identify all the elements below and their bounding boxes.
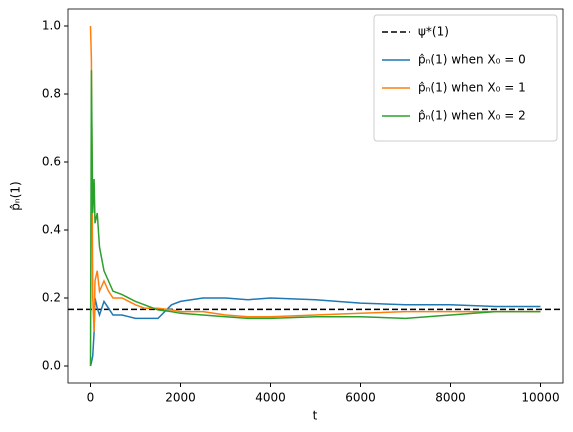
y-axis-label: p̂ₙ(1) [9,181,23,210]
y-tick-label: 0.2 [42,291,61,305]
x-tick-label: 2000 [165,391,196,405]
y-tick-label: 1.0 [42,19,61,33]
legend-label: p̂ₙ(1) when X₀ = 2 [418,109,526,123]
y-tick-label: 0.4 [42,223,61,237]
series-line [89,70,541,367]
x-axis-label: t [313,409,318,423]
x-tick-label: 6000 [345,391,376,405]
x-tick-label: 8000 [435,391,466,405]
y-tick-label: 0.0 [42,359,61,373]
y-tick-label: 0.8 [42,87,61,101]
x-tick-label: 4000 [255,391,286,405]
legend-label: p̂ₙ(1) when X₀ = 1 [418,81,526,95]
x-tick-label: 0 [87,391,95,405]
legend-label: p̂ₙ(1) when X₀ = 0 [418,53,526,67]
y-tick-label: 0.6 [42,155,61,169]
legend-label: ψ*(1) [418,25,449,39]
x-tick-label: 10000 [521,391,559,405]
plot-frame [67,8,564,384]
legend-box [373,14,558,142]
series-line [89,25,541,333]
